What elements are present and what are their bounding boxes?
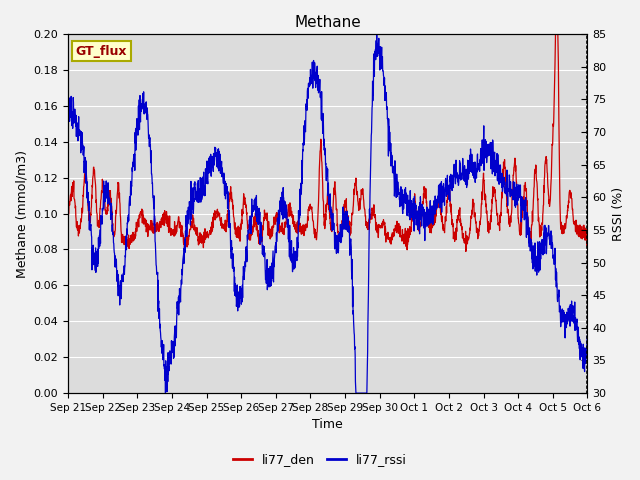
Text: GT_flux: GT_flux <box>76 45 127 58</box>
Legend: li77_den, li77_rssi: li77_den, li77_rssi <box>228 448 412 471</box>
Y-axis label: RSSI (%): RSSI (%) <box>612 186 625 240</box>
Title: Methane: Methane <box>294 15 361 30</box>
X-axis label: Time: Time <box>312 419 343 432</box>
Y-axis label: Methane (mmol/m3): Methane (mmol/m3) <box>15 150 28 277</box>
